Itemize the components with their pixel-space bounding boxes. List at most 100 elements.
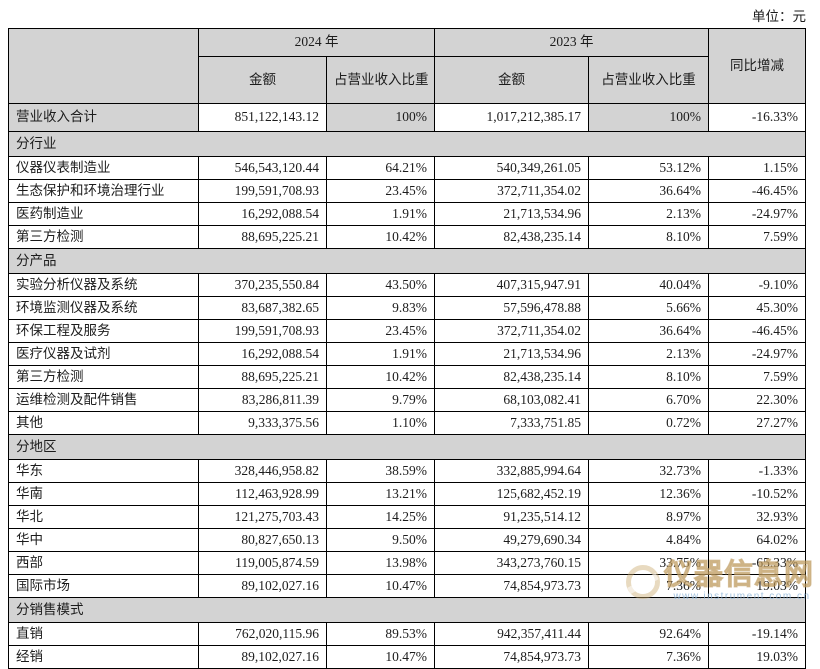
table-row: 实验分析仪器及系统 370,235,550.84 43.50% 407,315,947…	[8, 273, 806, 297]
yoy-cell: 7.59%	[708, 225, 806, 249]
yoy-cell: 7.59%	[708, 365, 806, 389]
page: { "page": { "unit_label": "单位：元" }, "tab…	[0, 0, 820, 629]
a2024-cell: 9,333,375.56	[198, 411, 327, 435]
yoy-cell: -9.10%	[708, 273, 806, 297]
header-year-2024: 2024 年	[198, 28, 435, 57]
table-row: 营业收入合计 851,122,143.12 100% 1,017,212,385.17…	[8, 103, 806, 132]
a2024-cell: 88,695,225.21	[198, 365, 327, 389]
table-row: 华北 121,275,703.43 14.25% 91,235,514.12 8.97%…	[8, 505, 806, 529]
a2023-cell: 125,682,452.19	[434, 482, 589, 506]
a2024-cell: 89,102,027.16	[198, 645, 327, 669]
p2023-cell: 32.73%	[588, 459, 709, 483]
a2023-cell: 57,596,478.88	[434, 296, 589, 320]
yoy-cell: 45.30%	[708, 296, 806, 320]
header-proportion-2024: 占营业收入比重	[326, 56, 435, 104]
p2023-cell: 5.66%	[588, 296, 709, 320]
p2023-cell: 33.75%	[588, 551, 709, 575]
a2023-cell: 68,103,082.41	[434, 388, 589, 412]
table-header: 2024 年 2023 年 同比增减 金额 占营业收入比重 金额 占营业收入比重	[8, 28, 806, 104]
row-label: 生态保护和环境治理行业	[8, 179, 199, 203]
table-row: 环保工程及服务 199,591,708.93 23.45% 372,711,354.0…	[8, 319, 806, 343]
a2024-cell: 546,543,120.44	[198, 156, 327, 180]
p2023-cell: 6.70%	[588, 388, 709, 412]
row-label: 第三方检测	[8, 225, 199, 249]
unit-label: 单位：元	[752, 9, 806, 24]
a2023-cell: 540,349,261.05	[434, 156, 589, 180]
header-empty-cell	[8, 28, 199, 104]
a2024-cell: 80,827,650.13	[198, 528, 327, 552]
p2024-cell: 13.98%	[326, 551, 435, 575]
p2023-cell: 36.64%	[588, 179, 709, 203]
p2023-cell: 92.64%	[588, 622, 709, 646]
yoy-cell: 19.03%	[708, 645, 806, 669]
a2024-cell: 112,463,928.99	[198, 482, 327, 506]
section-row: 分地区	[8, 434, 806, 460]
row-label: 华北	[8, 505, 199, 529]
row-label: 其他	[8, 411, 199, 435]
yoy-cell: -46.45%	[708, 179, 806, 203]
table-row: 环境监测仪器及系统 83,687,382.65 9.83% 57,596,478.88…	[8, 296, 806, 320]
yoy-cell: -10.52%	[708, 482, 806, 506]
header-year-2023: 2023 年	[434, 28, 709, 57]
table-row: 仪器仪表制造业 546,543,120.44 64.21% 540,349,261.0…	[8, 156, 806, 180]
table-row: 运维检测及配件销售 83,286,811.39 9.79% 68,103,082.41…	[8, 388, 806, 412]
p2024-cell: 9.50%	[326, 528, 435, 552]
a2024-cell: 370,235,550.84	[198, 273, 327, 297]
p2024-cell: 13.21%	[326, 482, 435, 506]
a2023-cell: 49,279,690.34	[434, 528, 589, 552]
row-label: 运维检测及配件销售	[8, 388, 199, 412]
row-label: 营业收入合计	[8, 103, 199, 132]
p2024-cell: 1.10%	[326, 411, 435, 435]
header-row-measures: 金额 占营业收入比重 金额 占营业收入比重	[9, 56, 806, 104]
a2023-cell: 74,854,973.73	[434, 574, 589, 598]
a2023-cell: 21,713,534.96	[434, 202, 589, 226]
row-label: 实验分析仪器及系统	[8, 273, 199, 297]
table-row: 医药制造业 16,292,088.54 1.91% 21,713,534.96 2.13…	[8, 202, 806, 226]
yoy-cell: 27.27%	[708, 411, 806, 435]
section-label: 分行业	[8, 131, 806, 157]
a2024-cell: 199,591,708.93	[198, 319, 327, 343]
yoy-cell: -16.33%	[708, 103, 806, 132]
p2023-cell: 2.13%	[588, 202, 709, 226]
row-label: 经销	[8, 645, 199, 669]
p2023-cell: 53.12%	[588, 156, 709, 180]
yoy-cell: -19.14%	[708, 622, 806, 646]
p2024-cell: 43.50%	[326, 273, 435, 297]
a2024-cell: 851,122,143.12	[198, 103, 327, 132]
table-row: 华南 112,463,928.99 13.21% 125,682,452.19 12.3…	[8, 482, 806, 506]
a2023-cell: 332,885,994.64	[434, 459, 589, 483]
a2023-cell: 74,854,973.73	[434, 645, 589, 669]
row-label: 华中	[8, 528, 199, 552]
p2023-cell: 8.97%	[588, 505, 709, 529]
section-row: 分行业	[8, 131, 806, 157]
yoy-cell: 32.93%	[708, 505, 806, 529]
p2024-cell: 9.79%	[326, 388, 435, 412]
section-row: 分产品	[8, 248, 806, 274]
a2024-cell: 119,005,874.59	[198, 551, 327, 575]
p2023-cell: 8.10%	[588, 365, 709, 389]
p2023-cell: 8.10%	[588, 225, 709, 249]
a2024-cell: 88,695,225.21	[198, 225, 327, 249]
p2024-cell: 89.53%	[326, 622, 435, 646]
row-label: 直销	[8, 622, 199, 646]
p2023-cell: 36.64%	[588, 319, 709, 343]
header-amount-2023: 金额	[434, 56, 589, 104]
a2024-cell: 83,286,811.39	[198, 388, 327, 412]
a2023-cell: 1,017,212,385.17	[434, 103, 589, 132]
a2023-cell: 82,438,235.14	[434, 225, 589, 249]
table-row: 第三方检测 88,695,225.21 10.42% 82,438,235.14 8.1…	[8, 365, 806, 389]
row-label: 医疗仪器及试剂	[8, 342, 199, 366]
table-body: 营业收入合计 851,122,143.12 100% 1,017,212,385.17…	[8, 103, 806, 669]
a2024-cell: 121,275,703.43	[198, 505, 327, 529]
table-row: 西部 119,005,874.59 13.98% 343,273,760.15 33.7…	[8, 551, 806, 575]
table-row: 生态保护和环境治理行业 199,591,708.93 23.45% 372,711,3…	[8, 179, 806, 203]
p2023-cell: 7.36%	[588, 645, 709, 669]
table-row: 第三方检测 88,695,225.21 10.42% 82,438,235.14 8.1…	[8, 225, 806, 249]
p2024-cell: 23.45%	[326, 319, 435, 343]
yoy-cell: -1.33%	[708, 459, 806, 483]
p2024-cell: 10.47%	[326, 574, 435, 598]
a2023-cell: 343,273,760.15	[434, 551, 589, 575]
table-row: 其他 9,333,375.56 1.10% 7,333,751.85 0.72% 27.2…	[8, 411, 806, 435]
yoy-cell: 22.30%	[708, 388, 806, 412]
yoy-cell: 1.15%	[708, 156, 806, 180]
